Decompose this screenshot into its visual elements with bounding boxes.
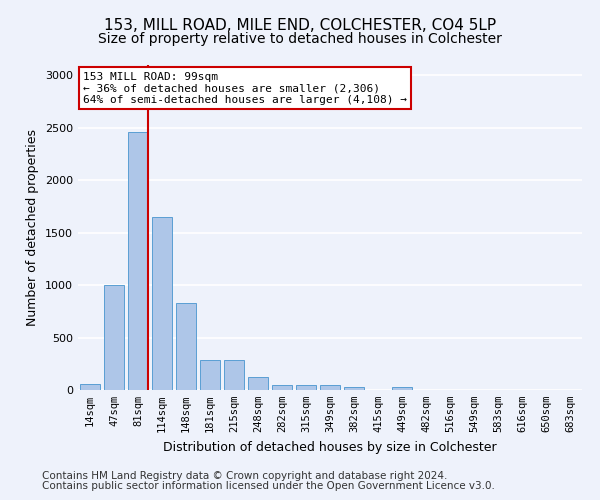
X-axis label: Distribution of detached houses by size in Colchester: Distribution of detached houses by size … <box>163 440 497 454</box>
Text: Contains public sector information licensed under the Open Government Licence v3: Contains public sector information licen… <box>42 481 495 491</box>
Bar <box>176 303 196 390</box>
Bar <box>272 385 292 390</box>
Bar <box>248 378 268 390</box>
Y-axis label: Number of detached properties: Number of detached properties <box>26 129 40 326</box>
Bar <box>296 386 316 390</box>
Bar <box>152 217 172 390</box>
Bar <box>320 386 340 390</box>
Bar <box>104 285 124 390</box>
Bar <box>128 132 148 390</box>
Text: 153, MILL ROAD, MILE END, COLCHESTER, CO4 5LP: 153, MILL ROAD, MILE END, COLCHESTER, CO… <box>104 18 496 32</box>
Bar <box>224 360 244 390</box>
Text: Size of property relative to detached houses in Colchester: Size of property relative to detached ho… <box>98 32 502 46</box>
Text: Contains HM Land Registry data © Crown copyright and database right 2024.: Contains HM Land Registry data © Crown c… <box>42 471 448 481</box>
Bar <box>344 387 364 390</box>
Bar <box>392 387 412 390</box>
Bar <box>200 360 220 390</box>
Text: 153 MILL ROAD: 99sqm
← 36% of detached houses are smaller (2,306)
64% of semi-de: 153 MILL ROAD: 99sqm ← 36% of detached h… <box>83 72 407 104</box>
Bar <box>80 384 100 390</box>
